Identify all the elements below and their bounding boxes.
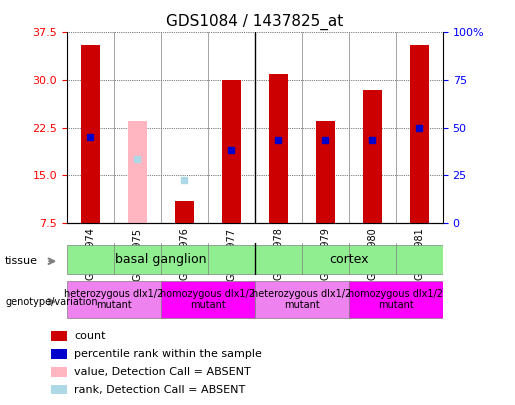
Text: homozygous dlx1/2
mutant: homozygous dlx1/2 mutant [161, 289, 255, 311]
Text: basal ganglion: basal ganglion [115, 253, 207, 266]
Text: percentile rank within the sample: percentile rank within the sample [74, 349, 262, 359]
Bar [50, 331, 67, 341]
Text: rank, Detection Call = ABSENT: rank, Detection Call = ABSENT [74, 385, 246, 394]
Bar [50, 385, 67, 394]
FancyBboxPatch shape [255, 281, 349, 318]
Text: tissue: tissue [5, 256, 38, 266]
Text: count: count [74, 331, 106, 341]
FancyBboxPatch shape [349, 281, 443, 318]
Bar [128, 121, 147, 223]
FancyBboxPatch shape [161, 281, 255, 318]
Bar [81, 45, 100, 223]
Bar [316, 121, 335, 223]
Bar [363, 90, 382, 223]
Bar [410, 45, 429, 223]
Bar [269, 74, 288, 223]
Text: heterozygous dlx1/2
mutant: heterozygous dlx1/2 mutant [252, 289, 352, 311]
Bar [222, 80, 241, 223]
FancyBboxPatch shape [255, 245, 443, 274]
Text: heterozygous dlx1/2
mutant: heterozygous dlx1/2 mutant [64, 289, 164, 311]
Text: homozygous dlx1/2
mutant: homozygous dlx1/2 mutant [349, 289, 443, 311]
Bar [175, 200, 194, 223]
Title: GDS1084 / 1437825_at: GDS1084 / 1437825_at [166, 13, 344, 30]
Bar [50, 349, 67, 359]
Bar [50, 367, 67, 377]
FancyBboxPatch shape [67, 245, 255, 274]
Text: cortex: cortex [329, 253, 369, 266]
Text: value, Detection Call = ABSENT: value, Detection Call = ABSENT [74, 367, 251, 377]
FancyBboxPatch shape [67, 281, 161, 318]
Text: genotype/variation: genotype/variation [5, 297, 98, 307]
